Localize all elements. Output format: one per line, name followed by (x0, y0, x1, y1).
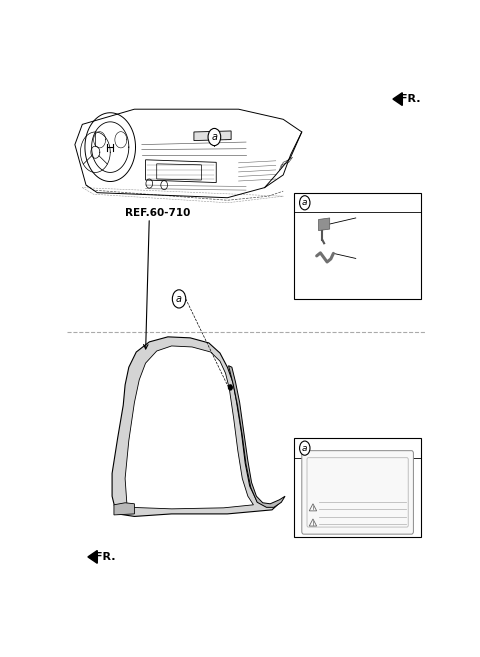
Polygon shape (125, 346, 253, 509)
Polygon shape (294, 438, 421, 537)
Polygon shape (112, 337, 281, 516)
Text: a: a (302, 198, 308, 207)
Circle shape (172, 290, 186, 308)
Circle shape (208, 128, 221, 146)
Text: 81329A: 81329A (319, 443, 366, 453)
Polygon shape (194, 131, 231, 141)
Polygon shape (294, 193, 421, 299)
Circle shape (228, 385, 232, 390)
Polygon shape (114, 503, 134, 515)
Text: a: a (176, 294, 182, 304)
Text: REF.60-710: REF.60-710 (125, 208, 191, 218)
Circle shape (300, 196, 310, 210)
Text: a: a (211, 132, 217, 142)
FancyBboxPatch shape (302, 451, 413, 534)
Polygon shape (228, 366, 285, 507)
Polygon shape (88, 551, 97, 563)
Text: 95410K: 95410K (358, 213, 400, 223)
Polygon shape (393, 93, 402, 106)
Text: 92290: 92290 (358, 254, 393, 263)
Text: a: a (302, 443, 308, 453)
Text: FR.: FR. (400, 94, 421, 104)
Circle shape (300, 441, 310, 455)
Text: FR.: FR. (96, 552, 116, 562)
Polygon shape (319, 218, 330, 231)
